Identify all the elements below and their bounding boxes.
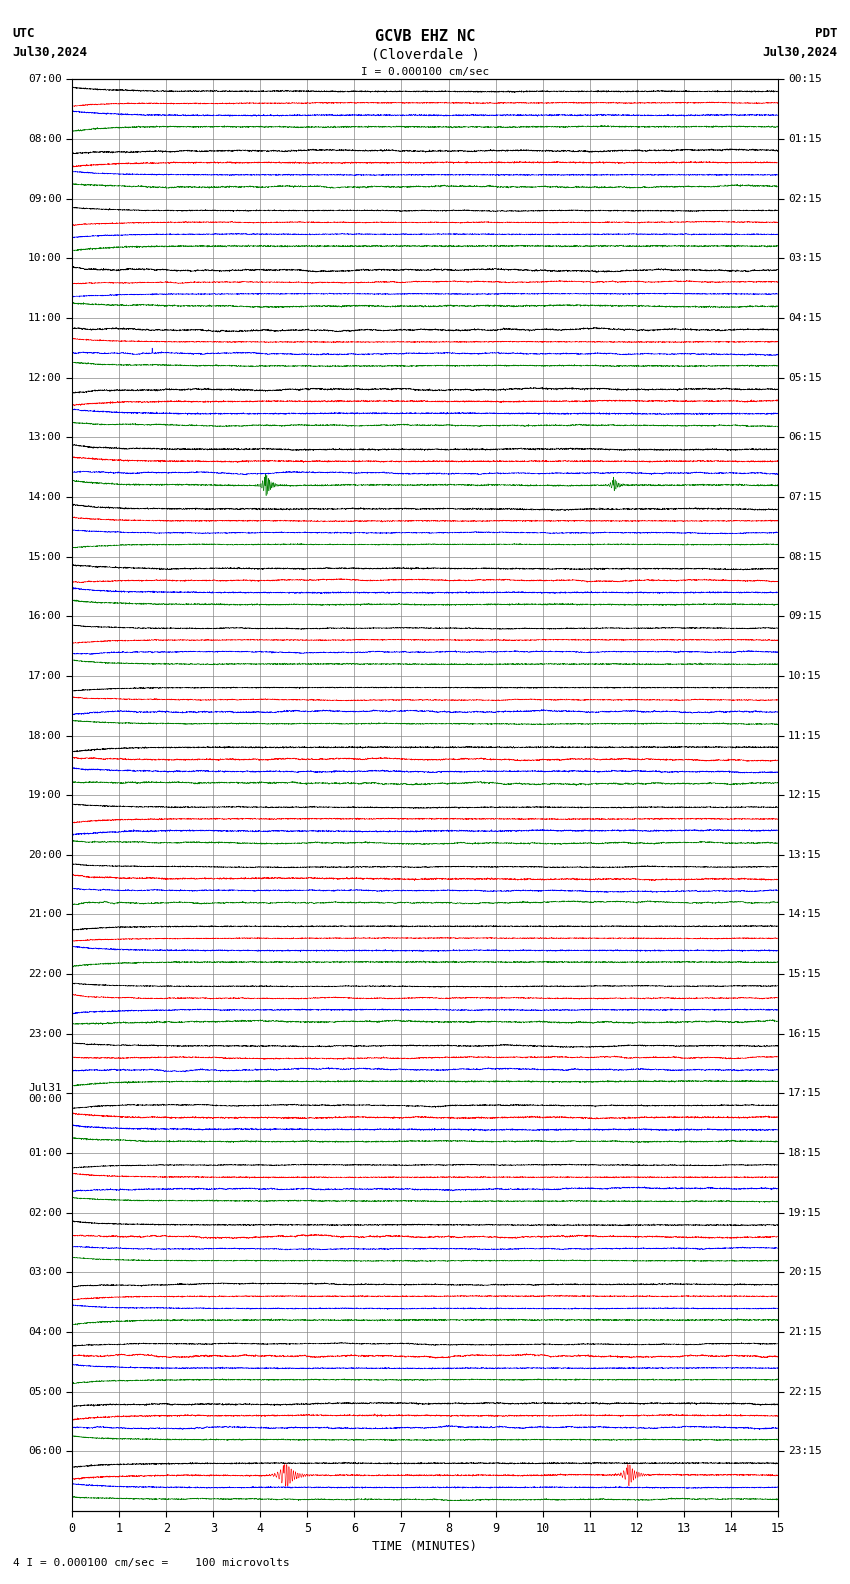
Text: Jul30,2024: Jul30,2024 xyxy=(13,46,88,59)
Text: (Cloverdale ): (Cloverdale ) xyxy=(371,48,479,62)
Text: I = 0.000100 cm/sec: I = 0.000100 cm/sec xyxy=(361,67,489,76)
Text: 4 I = 0.000100 cm/sec =    100 microvolts: 4 I = 0.000100 cm/sec = 100 microvolts xyxy=(13,1559,290,1568)
Text: PDT: PDT xyxy=(815,27,837,40)
Text: Jul30,2024: Jul30,2024 xyxy=(762,46,837,59)
Text: UTC: UTC xyxy=(13,27,35,40)
X-axis label: TIME (MINUTES): TIME (MINUTES) xyxy=(372,1540,478,1552)
Text: GCVB EHZ NC: GCVB EHZ NC xyxy=(375,29,475,43)
